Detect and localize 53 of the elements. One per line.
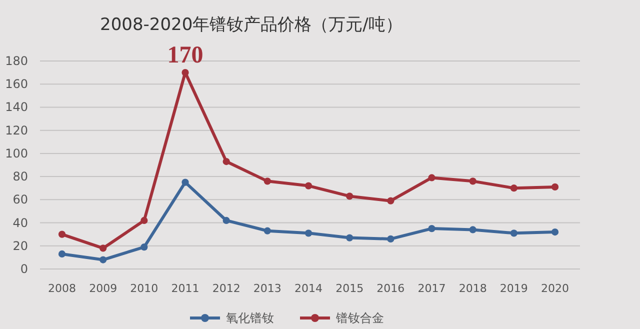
point [182, 68, 189, 76]
x-tick-label: 2011 [171, 282, 200, 295]
y-tick-label: 40 [12, 216, 28, 230]
point [140, 243, 148, 251]
x-tick-label: 2008 [48, 282, 76, 295]
y-tick-label: 0 [20, 262, 28, 276]
legend-label: 氧化镨钕 [226, 311, 274, 325]
x-tick-label: 2018 [458, 282, 487, 295]
y-tick-label: 120 [5, 123, 28, 138]
point [428, 174, 436, 182]
y-tick-label: 80 [12, 170, 28, 184]
x-tick-label: 2016 [376, 282, 405, 295]
point [469, 226, 476, 234]
point [346, 192, 354, 200]
annotation: 170 [167, 42, 204, 69]
x-tick-label: 2009 [89, 282, 118, 295]
chart-title: 2008-2020年镨钕产品价格（万元/吨） [100, 15, 402, 35]
legend-label: 镨钕合金 [335, 311, 384, 325]
x-tick-label: 2017 [418, 282, 446, 295]
y-tick-label: 180 [5, 54, 28, 68]
point [469, 178, 476, 185]
point [222, 216, 230, 224]
point [428, 224, 436, 232]
point [510, 184, 518, 192]
x-tick-label: 2010 [130, 282, 158, 295]
point [387, 197, 394, 204]
y-tick-label: 20 [12, 238, 28, 253]
y-tick-label: 140 [5, 100, 28, 114]
y-tick-label: 160 [5, 77, 28, 92]
point [304, 230, 312, 237]
point [58, 230, 66, 238]
x-tick-label: 2019 [500, 282, 528, 295]
x-tick-label: 2014 [294, 282, 322, 295]
point [304, 182, 312, 190]
point [222, 158, 230, 166]
x-tick-label: 2012 [212, 282, 240, 295]
point [264, 227, 271, 234]
x-tick-label: 2020 [541, 282, 569, 295]
y-tick-label: 100 [5, 146, 28, 160]
point [510, 230, 518, 237]
point [387, 235, 394, 243]
y-tick-label: 60 [12, 192, 28, 207]
point [100, 244, 107, 252]
point [346, 234, 354, 242]
x-tick-label: 2013 [253, 282, 282, 295]
x-tick-label: 2015 [336, 282, 364, 295]
point [551, 228, 559, 236]
point [264, 178, 271, 185]
point [140, 216, 148, 224]
point [100, 256, 107, 264]
point [182, 178, 189, 186]
point [58, 250, 66, 258]
point [551, 183, 559, 191]
